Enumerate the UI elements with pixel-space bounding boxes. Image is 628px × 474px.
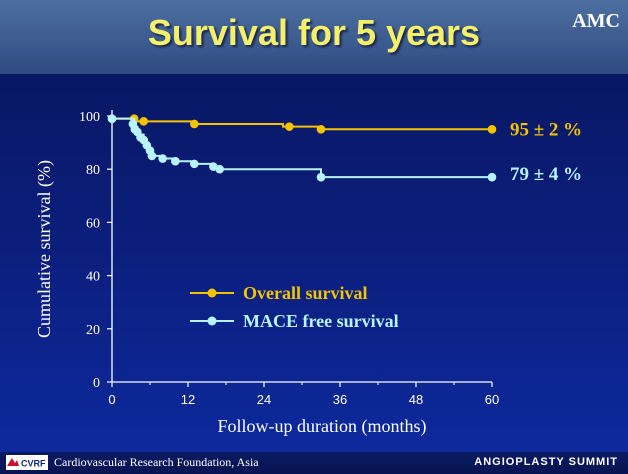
- mace-end-label: 79 ± 4 %: [510, 164, 582, 185]
- mace-data-point: [158, 154, 167, 163]
- y-tick-label: 80: [86, 163, 100, 178]
- overall-data-point: [316, 125, 326, 134]
- survival-chart: 0 20 40 60 80 100 0 12 24 36 48 60 Follow-up durati…: [34, 110, 583, 437]
- x-axis-title: Follow-up duration (months): [218, 416, 427, 437]
- legend-marker-mace: [207, 316, 217, 326]
- overall-end-label: 95 ± 2 %: [510, 119, 582, 140]
- chart-axes: 0 20 40 60 80 100 0 12 24 36 48 60: [79, 110, 499, 407]
- cvrf-logo: CVRF: [6, 455, 48, 470]
- mace-data-point: [316, 172, 326, 182]
- footer-bar: [0, 452, 628, 474]
- legend-label-overall: Overall survival: [243, 283, 368, 303]
- chart-series: [107, 114, 497, 182]
- y-tick-label: 60: [86, 216, 100, 231]
- mace-data-point: [487, 172, 497, 182]
- x-tick-label: 36: [333, 392, 347, 407]
- x-tick-label: 48: [409, 392, 423, 407]
- svg-text:CVRF: CVRF: [21, 459, 46, 469]
- y-tick-label: 0: [93, 376, 100, 391]
- title-banner: [0, 0, 628, 74]
- y-tick-label: 40: [86, 270, 100, 285]
- mace-data-point: [107, 114, 117, 123]
- mace-data-point: [147, 151, 157, 161]
- x-tick-label: 12: [181, 392, 195, 407]
- overall-data-point: [190, 119, 199, 129]
- legend-marker-overall: [207, 288, 217, 298]
- y-axis-title: Cumulative survival (%): [34, 160, 55, 338]
- y-tick-label: 100: [79, 110, 100, 125]
- mace-data-point: [190, 159, 199, 169]
- chart-legend: Overall survival MACE free survival: [190, 283, 399, 331]
- mace-data-point: [215, 164, 224, 174]
- overall-data-point: [139, 117, 148, 126]
- overall-data-point: [487, 125, 497, 134]
- footer-organization: Cardiovascular Research Foundation, Asia: [54, 455, 259, 469]
- overall-survival-line: [112, 117, 492, 131]
- chart-labels: Follow-up duration (months) Cumulative su…: [34, 119, 582, 437]
- footer-event: ANGIOPLASTY SUMMIT: [474, 456, 618, 468]
- slide-title: Survival for 5 years: [147, 12, 481, 53]
- x-tick-label: 24: [257, 392, 271, 407]
- y-tick-label: 20: [86, 323, 100, 338]
- x-tick-label: 60: [485, 392, 499, 407]
- corner-label: AMC: [572, 10, 620, 32]
- legend-label-mace: MACE free survival: [243, 311, 399, 331]
- x-tick-label: 0: [108, 392, 115, 407]
- overall-data-point: [285, 122, 294, 131]
- mace-data-point: [171, 156, 180, 166]
